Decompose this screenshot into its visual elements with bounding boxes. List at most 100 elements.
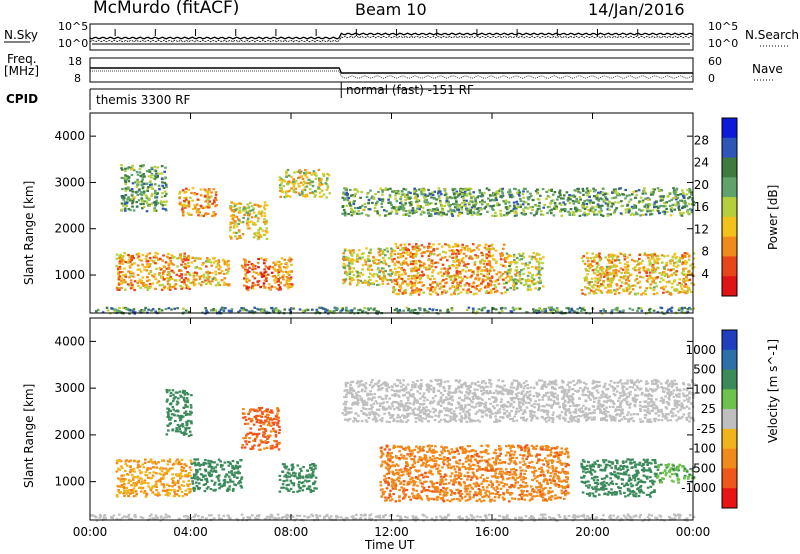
heatmap-cell <box>140 193 144 197</box>
heatmap-cell <box>148 282 152 286</box>
heatmap-cell <box>634 279 637 282</box>
heatmap-cell <box>530 265 534 268</box>
heatmap-cell <box>179 269 183 272</box>
heatmap-cell <box>120 167 123 170</box>
heatmap-cell <box>263 262 266 265</box>
heatmap-cell <box>526 264 530 267</box>
heatmap-cell <box>690 272 694 275</box>
heatmap-cell <box>122 204 125 207</box>
heatmap-cell <box>436 254 440 257</box>
heatmap-cell <box>301 188 305 192</box>
heatmap-cell <box>178 275 181 278</box>
heatmap-cell <box>188 488 192 491</box>
heatmap-cell <box>254 215 257 219</box>
heatmap-cell <box>244 263 247 267</box>
heatmap-cell <box>521 278 524 281</box>
heatmap-cell <box>678 282 681 285</box>
heatmap-cell <box>679 308 683 311</box>
heatmap-cell <box>487 197 490 200</box>
heatmap-cell <box>301 183 305 186</box>
heatmap-cell <box>307 178 311 181</box>
heatmap-cell <box>467 188 471 192</box>
heatmap-cell <box>390 258 394 261</box>
colorbar-swatch <box>722 276 737 297</box>
heatmap-cell <box>657 210 660 213</box>
heatmap-cell <box>187 265 191 268</box>
heatmap-cell <box>277 278 280 281</box>
heatmap-cell <box>161 204 165 207</box>
heatmap-cell <box>661 273 664 277</box>
heatmap-cell <box>410 274 413 278</box>
heatmap-cell <box>620 205 623 208</box>
heatmap-cell <box>688 306 691 310</box>
heatmap-cell <box>493 214 497 217</box>
heatmap-cell <box>117 485 120 488</box>
heatmap-cell <box>673 253 676 256</box>
heatmap-cell <box>350 260 354 263</box>
heatmap-cell <box>593 260 596 263</box>
heatmap-cell <box>123 203 127 206</box>
heatmap-cell <box>643 187 646 190</box>
heatmap-cell <box>432 269 435 272</box>
heatmap-cell <box>634 196 637 199</box>
heatmap-cell <box>563 210 567 213</box>
heatmap-cell <box>429 283 432 286</box>
heatmap-cell <box>440 204 444 207</box>
heatmap-cell <box>374 193 377 196</box>
heatmap-cell <box>157 493 160 496</box>
heatmap-cell <box>285 170 288 173</box>
heatmap-cell <box>678 291 682 294</box>
heatmap-cell <box>439 201 442 204</box>
heatmap-cell <box>163 181 167 184</box>
heatmap-cell <box>243 206 246 209</box>
heatmap-cell <box>673 196 677 199</box>
heatmap-cell <box>225 474 229 477</box>
heatmap-cell <box>684 267 688 270</box>
heatmap-cell <box>252 267 255 270</box>
heatmap-cell <box>585 269 588 272</box>
heatmap-cell <box>631 207 635 210</box>
heatmap-cell <box>572 202 576 205</box>
heatmap-cell <box>478 289 481 292</box>
heatmap-cell <box>635 264 639 267</box>
heatmap-cell <box>419 213 423 216</box>
heatmap-cell <box>486 203 489 206</box>
heatmap-cell <box>464 270 468 273</box>
heatmap-cell <box>477 248 481 251</box>
heatmap-cell <box>204 468 207 472</box>
heatmap-cell <box>292 185 296 188</box>
heatmap-cell <box>150 476 154 479</box>
heatmap-cell <box>454 287 458 290</box>
heatmap-cell <box>682 280 686 283</box>
heatmap-cell <box>158 188 161 191</box>
heatmap-cell <box>431 271 434 274</box>
heatmap-cell <box>628 207 631 210</box>
heatmap-cell <box>479 273 483 276</box>
heatmap-cell <box>658 189 661 192</box>
heatmap-cell <box>527 266 530 270</box>
heatmap-cell <box>162 486 166 489</box>
heatmap-cell <box>225 268 228 271</box>
heatmap-cell <box>688 254 691 257</box>
heatmap-cell <box>146 260 150 263</box>
heatmap-cell <box>170 277 174 280</box>
heatmap-cell <box>604 202 608 205</box>
heatmap-cell <box>262 284 265 287</box>
heatmap-cell <box>451 249 454 252</box>
heatmap-cell <box>246 286 249 289</box>
heatmap-cell <box>513 259 516 262</box>
heatmap-cell <box>148 197 151 200</box>
heatmap-cell <box>133 288 136 292</box>
nsky-label: N.Sky <box>4 28 39 42</box>
heatmap-cell <box>599 213 603 217</box>
heatmap-cell <box>439 271 443 274</box>
heatmap-cell <box>403 204 406 207</box>
heatmap-cell <box>197 208 201 211</box>
heatmap-cell <box>452 249 456 253</box>
heatmap-cell <box>210 264 213 267</box>
heatmap-cell <box>270 271 274 274</box>
heatmap-cell <box>234 464 238 467</box>
heatmap-cell <box>180 276 184 279</box>
heatmap-cell <box>350 253 353 256</box>
heatmap-cell <box>403 270 406 273</box>
